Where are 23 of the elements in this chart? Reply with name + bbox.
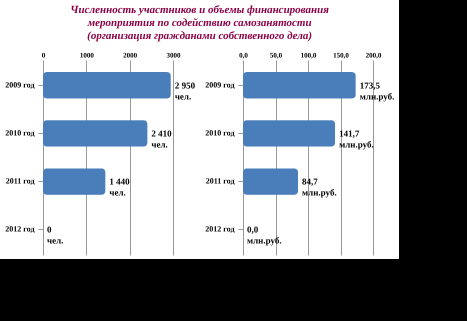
- data-label: 84,7 млн.руб.: [302, 176, 337, 198]
- bar: [243, 120, 336, 147]
- y-tick-label: 2009 год: [5, 80, 34, 90]
- y-tick-label: 2012 год: [5, 224, 34, 234]
- y-tick-label: 2009 год: [205, 80, 234, 90]
- data-label: 2 410 чел.: [151, 128, 172, 150]
- y-tick-label: 2010 год: [205, 128, 234, 138]
- bar: [43, 168, 106, 195]
- text: Численность участников и объемы финансирования мероприятия по содействию самозанятости (организация гражданами собственного дела): [70, 4, 330, 42]
- y-tick-label: 2010 год: [5, 128, 34, 138]
- y-tick-label: 2012 год: [205, 224, 234, 234]
- data-label: 2 950 чел.: [174, 80, 196, 102]
- data-label: 141,7 млн.руб.: [339, 128, 374, 150]
- bar: [243, 72, 356, 99]
- data-label: 0,0 млн.руб.: [247, 224, 282, 246]
- y-tick-label: 2011 год: [206, 176, 234, 186]
- bar: [43, 72, 171, 99]
- data-label: 0 чел.: [47, 224, 64, 246]
- bar: [243, 168, 298, 195]
- bar: [43, 120, 148, 147]
- data-label: 1 440 чел.: [109, 176, 130, 198]
- y-tick-label: 2011 год: [6, 176, 34, 186]
- data-label: 173,5 млн.руб.: [360, 80, 394, 102]
